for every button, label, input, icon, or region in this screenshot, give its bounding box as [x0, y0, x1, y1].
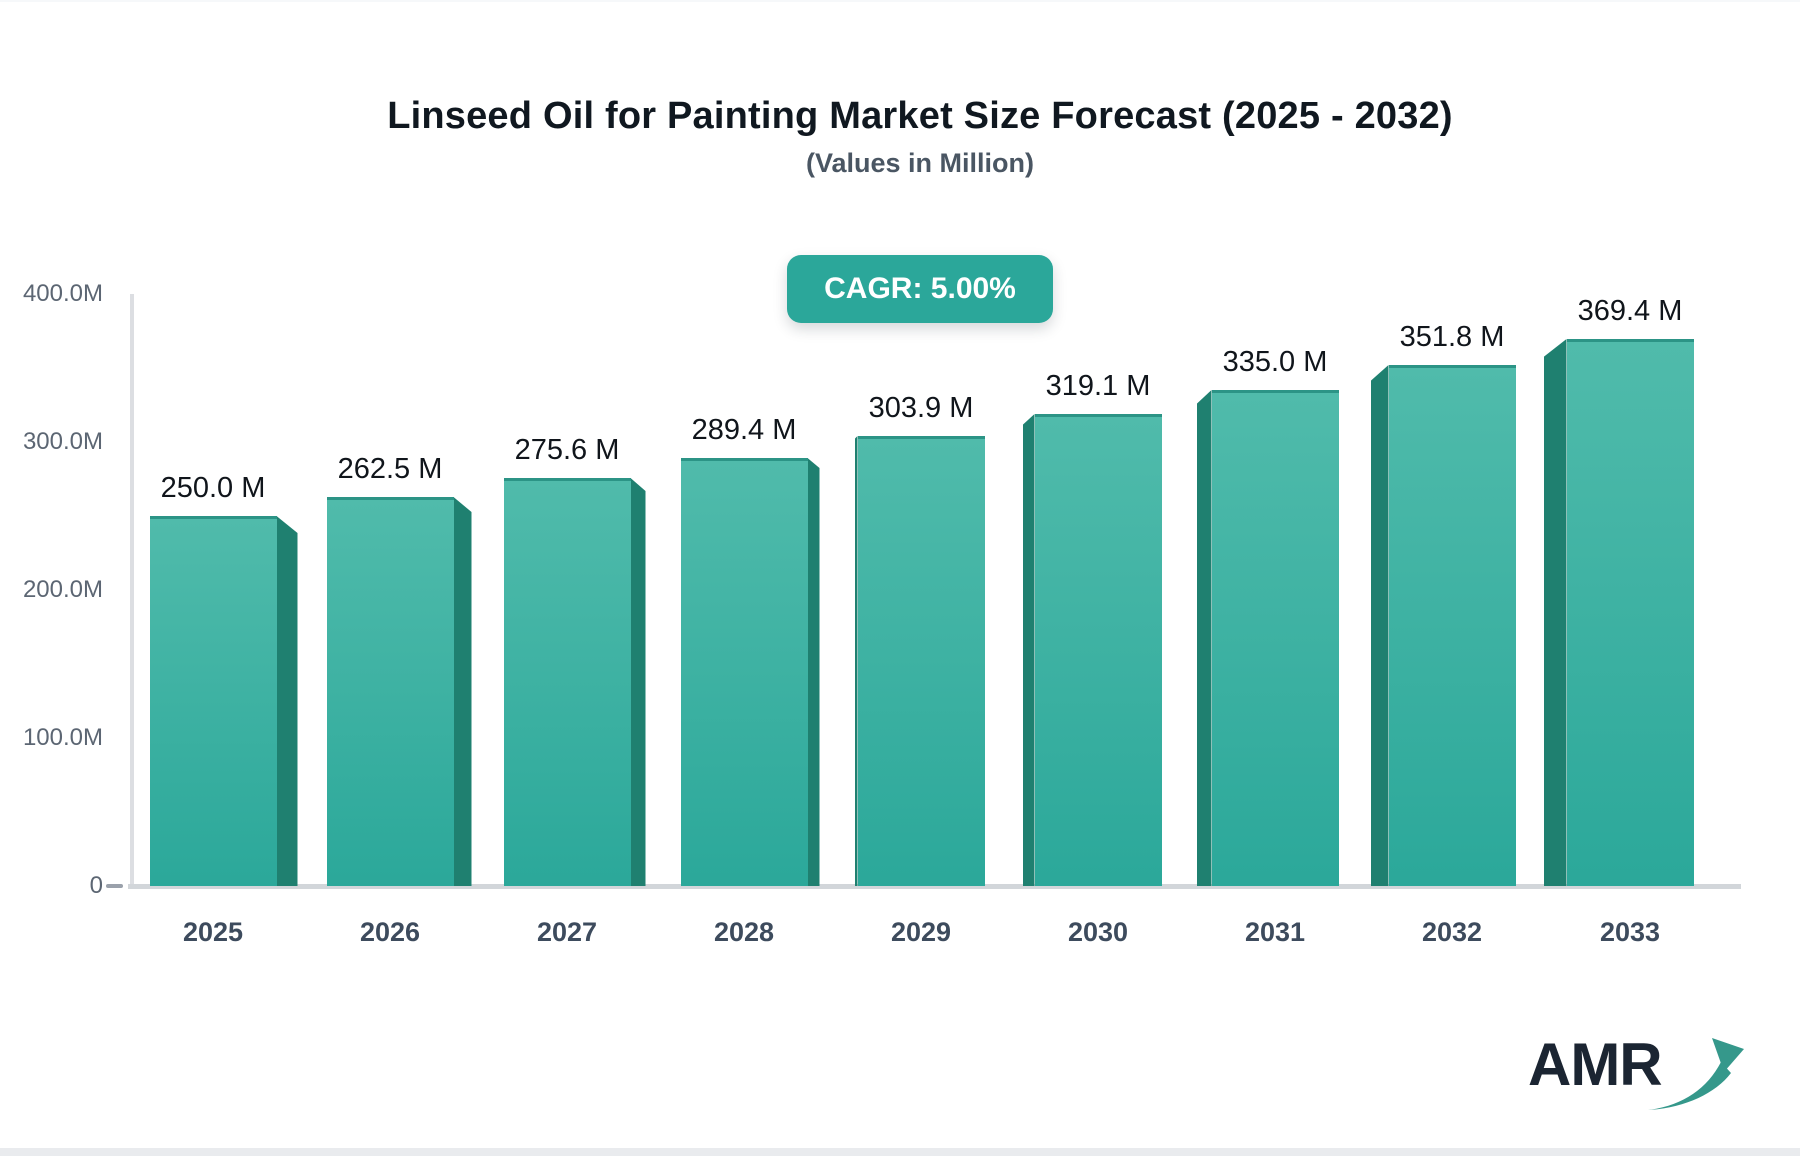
bar-2029 — [857, 436, 985, 886]
x-axis-label-2026: 2026 — [359, 917, 421, 947]
bottom-border-strip — [0, 1148, 1800, 1156]
x-axis-label-2025: 2025 — [182, 917, 244, 947]
cagr-badge: CAGR: 5.00% — [787, 255, 1053, 323]
bar-side-face-2033 — [1543, 339, 1567, 886]
x-axis-label-2028: 2028 — [713, 917, 775, 947]
bar-side-face-2032 — [1370, 365, 1389, 886]
bar-side-face-2025 — [276, 516, 298, 886]
bar-2033 — [1566, 339, 1694, 886]
brand-logo: AMR — [1528, 1030, 1748, 1110]
bar-side-face-2027 — [630, 478, 646, 886]
y-axis-label: 200.0M — [22, 576, 103, 603]
bar-value-label-2033: 369.4 M — [1577, 295, 1683, 327]
bar-2032 — [1388, 365, 1516, 886]
bar-value-label-2030: 319.1 M — [1045, 370, 1151, 402]
bar-value-label-2032: 351.8 M — [1399, 321, 1505, 353]
bar-value-label-2028: 289.4 M — [691, 414, 797, 446]
bar-value-label-2025: 250.0 M — [160, 472, 266, 504]
x-axis-label-2029: 2029 — [890, 917, 952, 947]
bar-2031 — [1211, 390, 1339, 886]
x-axis-label-2031: 2031 — [1244, 917, 1306, 947]
bar-side-face-2031 — [1196, 390, 1212, 886]
y-axis-label: 400.0M — [22, 280, 103, 307]
brand-logo-text: AMR — [1528, 1031, 1663, 1098]
y-axis-label: 100.0M — [22, 724, 103, 751]
bar-side-face-2028 — [807, 458, 820, 886]
bar-2030 — [1034, 414, 1162, 886]
growth-arrow-icon — [1648, 1038, 1744, 1110]
bar-2027 — [503, 478, 631, 886]
bar-2026 — [326, 497, 454, 886]
cagr-badge-label: CAGR: 5.00% — [824, 272, 1016, 305]
bar-2025 — [149, 516, 277, 886]
bar-value-label-2026: 262.5 M — [337, 453, 443, 485]
bar-value-label-2029: 303.9 M — [868, 392, 974, 424]
top-border-strip — [0, 0, 1800, 2]
x-axis-label-2030: 2030 — [1067, 917, 1129, 947]
bar-value-label-2031: 335.0 M — [1222, 346, 1328, 378]
bar-side-face-2029 — [854, 436, 858, 886]
chart-title: Linseed Oil for Painting Market Size For… — [387, 95, 1453, 137]
y-axis-label: 0 — [89, 872, 103, 899]
bar-side-face-2030 — [1022, 414, 1035, 886]
bar-2028 — [680, 458, 808, 886]
chart-subtitle: (Values in Million) — [805, 148, 1035, 178]
y-axis-label: 300.0M — [22, 428, 103, 455]
zero-tick-mark — [106, 884, 123, 888]
bar-side-face-2026 — [453, 497, 472, 886]
bar-value-label-2027: 275.6 M — [514, 434, 620, 466]
x-axis-label-2032: 2032 — [1421, 917, 1483, 947]
x-axis-baseline — [128, 884, 1741, 889]
x-axis-label-2033: 2033 — [1599, 917, 1661, 947]
x-axis-label-2027: 2027 — [536, 917, 598, 947]
y-axis-line — [130, 294, 134, 886]
